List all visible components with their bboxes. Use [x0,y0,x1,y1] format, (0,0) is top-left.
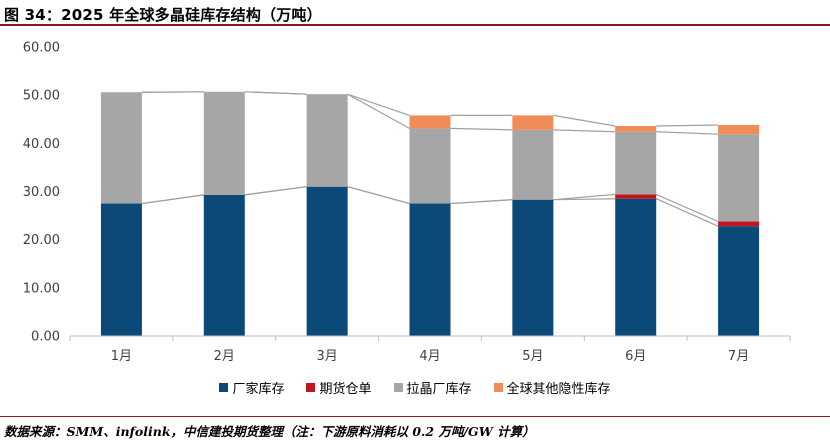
y-tick-label: 60.00 [23,41,60,56]
series-line-segment [347,93,410,129]
bar-segment-1 [512,199,554,336]
y-axis: 0.00 10.00 20.00 30.00 40.00 50.00 60.00 [23,41,60,345]
bar-segment-3 [203,91,245,195]
legend-item: 厂家库存 [219,378,284,397]
footer-divider [0,416,830,417]
y-tick-label: 10.00 [23,281,60,296]
bar-segment-2 [718,221,760,227]
series-line-segment [553,114,616,127]
bar-segment-3 [718,134,760,222]
series-line-segment [141,194,204,205]
stacked-bar-chart: 0.00 10.00 20.00 30.00 40.00 50.00 60.00 1月 2月 3… [23,41,791,364]
bar-segment-1 [718,226,760,336]
bar-segment-2 [615,194,657,199]
title-divider [0,24,830,26]
chart-title: 图 34：2025 年全球多晶硅库存结构（万吨） [4,6,322,24]
y-tick-label: 0.00 [31,330,60,345]
y-tick-label: 40.00 [23,137,60,152]
legend-swatch [493,383,503,392]
x-tick-label: 6月 [625,349,646,364]
series-line-segment [244,91,307,95]
legend-item: 期货仓单 [306,378,372,397]
legend: 厂家库存 期货仓单 拉晶厂库存 全球其他隐性库存 [0,378,830,397]
legend-item: 全球其他隐性库存 [493,378,611,397]
series-line-segment [553,129,616,133]
legend-label: 期货仓单 [319,382,372,397]
legend-swatch [219,383,229,392]
series-line-segment [655,193,719,222]
series-line-segment [450,199,513,205]
bar-segment-3 [409,128,451,204]
bars [100,91,760,336]
legend-label: 厂家库存 [232,382,285,397]
bar-segment-3 [306,94,348,187]
bar-segment-1 [100,203,142,336]
bar-segment-1 [409,203,451,336]
bar-segment-3 [512,129,554,200]
series-line-segment [244,186,307,196]
x-tick-label: 3月 [317,349,338,364]
x-tick-label: 2月 [214,349,235,364]
bar-segment-4 [615,125,657,132]
bar-segment-4 [718,125,760,135]
y-tick-label: 20.00 [23,233,60,248]
legend-item: 拉晶厂库存 [393,378,472,397]
y-tick-label: 50.00 [23,89,60,104]
y-tick-label: 30.00 [23,185,60,200]
series-line-segment [655,198,719,227]
legend-label: 拉晶厂库存 [406,382,472,397]
x-tick-label: 1月 [111,349,132,364]
legend-swatch [306,383,316,392]
bar-segment-1 [203,194,245,336]
series-line-segment [656,131,719,135]
series-line-segment [450,127,513,131]
bar-segment-1 [615,198,657,336]
bar-segment-3 [615,131,657,195]
bar-segment-3 [100,92,142,204]
bar-segment-4 [512,115,554,130]
x-axis: 1月 2月 3月 4月 5月 6月 7月 [69,335,791,364]
x-tick-label: 7月 [728,349,749,364]
series-line-segment [553,198,616,201]
bar-segment-4 [409,115,451,129]
legend-label: 全球其他隐性库存 [506,382,611,397]
x-tick-label: 5月 [522,349,543,364]
bar-segment-1 [306,186,348,336]
series-connector-lines [141,91,719,227]
source-note: 数据来源：SMM、infolink，中信建投期货整理（注：下游原料消耗以 0.2… [4,424,535,439]
series-line-segment [553,193,616,201]
series-line-segment [347,186,410,205]
legend-swatch [393,383,403,392]
x-tick-label: 4月 [419,349,440,364]
series-line-segment [656,124,719,127]
series-line-segment [347,93,410,116]
